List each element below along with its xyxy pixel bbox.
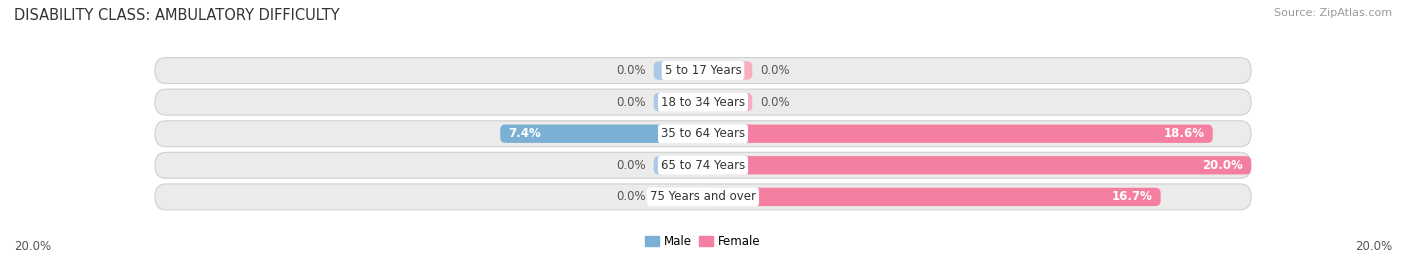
Text: 35 to 64 Years: 35 to 64 Years xyxy=(661,127,745,140)
FancyBboxPatch shape xyxy=(155,184,1251,210)
FancyBboxPatch shape xyxy=(654,188,703,206)
FancyBboxPatch shape xyxy=(155,152,1251,178)
FancyBboxPatch shape xyxy=(703,61,752,80)
Text: DISABILITY CLASS: AMBULATORY DIFFICULTY: DISABILITY CLASS: AMBULATORY DIFFICULTY xyxy=(14,8,340,23)
FancyBboxPatch shape xyxy=(703,156,1251,175)
FancyBboxPatch shape xyxy=(654,156,703,175)
FancyBboxPatch shape xyxy=(155,58,1251,83)
Text: 20.0%: 20.0% xyxy=(14,240,51,253)
Text: 7.4%: 7.4% xyxy=(509,127,541,140)
Text: 18 to 34 Years: 18 to 34 Years xyxy=(661,95,745,109)
Text: 16.7%: 16.7% xyxy=(1112,190,1153,203)
FancyBboxPatch shape xyxy=(654,93,703,111)
FancyBboxPatch shape xyxy=(703,125,1213,143)
Text: 75 Years and over: 75 Years and over xyxy=(650,190,756,203)
Text: 0.0%: 0.0% xyxy=(616,190,645,203)
Text: 20.0%: 20.0% xyxy=(1202,159,1243,172)
Text: 0.0%: 0.0% xyxy=(761,95,790,109)
FancyBboxPatch shape xyxy=(155,121,1251,147)
Text: Source: ZipAtlas.com: Source: ZipAtlas.com xyxy=(1274,8,1392,18)
Text: 0.0%: 0.0% xyxy=(616,159,645,172)
Text: 0.0%: 0.0% xyxy=(616,64,645,77)
Text: 65 to 74 Years: 65 to 74 Years xyxy=(661,159,745,172)
Text: 20.0%: 20.0% xyxy=(1355,240,1392,253)
Legend: Male, Female: Male, Female xyxy=(641,230,765,253)
Text: 5 to 17 Years: 5 to 17 Years xyxy=(665,64,741,77)
Text: 0.0%: 0.0% xyxy=(761,64,790,77)
FancyBboxPatch shape xyxy=(703,93,752,111)
Text: 18.6%: 18.6% xyxy=(1164,127,1205,140)
FancyBboxPatch shape xyxy=(703,188,1161,206)
FancyBboxPatch shape xyxy=(654,61,703,80)
FancyBboxPatch shape xyxy=(501,125,703,143)
FancyBboxPatch shape xyxy=(155,89,1251,115)
Text: 0.0%: 0.0% xyxy=(616,95,645,109)
